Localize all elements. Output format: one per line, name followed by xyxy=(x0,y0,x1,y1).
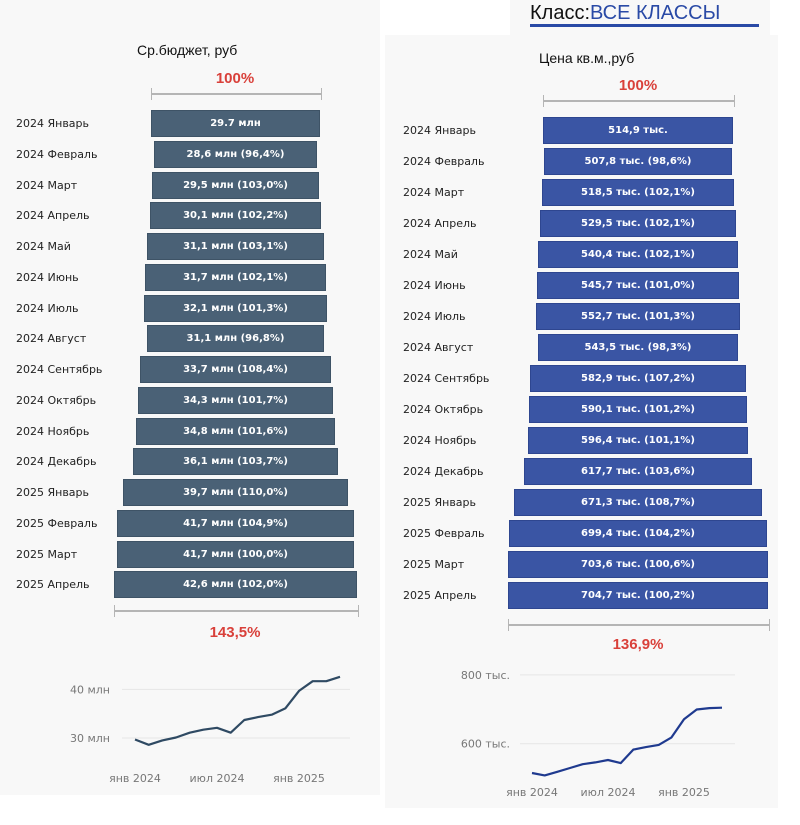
price-row-label: 2025 Февраль xyxy=(403,527,485,540)
budget-row-label: 2024 Март xyxy=(16,178,78,192)
budget-row-label: 2024 Июль xyxy=(16,301,79,315)
price-bar: 545,7 тыс. (101,0%) xyxy=(537,272,739,299)
budget-bar: 29,5 млн (103,0%) xyxy=(151,171,320,199)
price-bar: 582,9 тыс. (107,2%) xyxy=(530,365,746,392)
price-row-label: 2025 Март xyxy=(403,558,465,571)
price-bar: 552,7 тыс. (101,3%) xyxy=(536,303,740,330)
budget-bar: 31,1 млн (103,1%) xyxy=(147,233,324,260)
budget-top-percent: 100% xyxy=(215,70,255,87)
budget-line-chart: 30 млн 40 млн янв 2024 июл 2024 янв 2025 xyxy=(70,675,350,785)
budget-bar: 31,1 млн (96,8%) xyxy=(147,325,324,353)
price-bar: 699,4 тыс. (104,2%) xyxy=(508,520,768,547)
price-row-label: 2024 Январь xyxy=(403,124,477,137)
budget-bar: 32,1 млн (101,3%) xyxy=(144,294,327,322)
price-bar: 514,9 тыс. xyxy=(543,117,733,144)
budget-row-label: 2025 Февраль xyxy=(16,516,98,530)
budget-row-label: 2024 Декабрь xyxy=(16,455,97,469)
budget-bar: 41,7 млн (104,9%) xyxy=(116,509,355,537)
price-bar: 518,5 тыс. (102,1%) xyxy=(542,179,734,206)
price-x-tick-label: янв 2025 xyxy=(658,786,710,799)
price-row-label: 2024 Октябрь xyxy=(403,403,484,416)
budget-row-label: 2024 Май xyxy=(16,240,71,253)
budget-x-tick-label: июл 2024 xyxy=(190,772,245,785)
price-bar: 671,3 тыс. (108,7%) xyxy=(514,489,762,516)
budget-bar: 33,7 млн (108,4%) xyxy=(139,356,332,383)
budget-bar: 34,3 млн (101,7%) xyxy=(137,386,334,414)
budget-row-label: 2024 Август xyxy=(16,332,87,346)
price-bar: 543,5 тыс. (98,3%) xyxy=(537,334,739,361)
price-bar: 529,5 тыс. (102,1%) xyxy=(540,210,736,237)
budget-bar: 28,6 млн (96,4%) xyxy=(154,140,317,168)
price-top-bracket xyxy=(543,95,735,107)
budget-row-label: 2024 Февраль xyxy=(16,147,98,161)
price-bar: 703,6 тыс. (100,6%) xyxy=(508,551,768,578)
budget-bar: 39,7 млн (110,0%) xyxy=(122,479,349,506)
price-series-line xyxy=(531,706,723,777)
budget-bar: 36,1 млн (103,7%) xyxy=(132,448,339,476)
budget-bottom-bracket xyxy=(114,605,359,617)
budget-series-line xyxy=(134,675,341,746)
budget-bar: 41,7 млн (100,0%) xyxy=(116,540,355,568)
price-bar: 704,7 тыс. (100,2%) xyxy=(507,582,768,609)
price-row-label: 2024 Декабрь xyxy=(403,465,484,478)
price-bar: 507,8 тыс. (98,6%) xyxy=(544,148,732,175)
budget-bar: 30,1 млн (102,2%) xyxy=(149,202,322,230)
price-x-tick-label: июл 2024 xyxy=(581,786,636,799)
price-line-chart: 600 тыс. 800 тыс. янв 2024 июл 2024 янв 2025 xyxy=(461,669,735,799)
price-row-label: 2024 Март xyxy=(403,186,465,199)
price-bottom-bracket xyxy=(507,619,770,631)
budget-row-label: 2024 Июнь xyxy=(16,270,79,284)
price-y-tick-label: 800 тыс. xyxy=(461,669,510,682)
price-bar: 540,4 тыс. (102,1%) xyxy=(538,241,738,268)
price-bar: 617,7 тыс. (103,6%) xyxy=(524,458,752,485)
price-row-label: 2024 Сентябрь xyxy=(403,372,490,385)
price-row-label: 2025 Апрель xyxy=(403,589,477,602)
class-header xyxy=(510,0,770,35)
budget-title: Ср.бюджет, руб xyxy=(137,42,238,58)
class-value: ВСЕ КЛАССЫ xyxy=(590,2,721,24)
budget-row-label: 2024 Сентябрь xyxy=(16,363,103,376)
price-x-tick-label: янв 2024 xyxy=(506,786,558,799)
class-filter[interactable]: Класс:ВСЕ КЛАССЫ xyxy=(530,2,720,25)
price-bottom-percent: 136,9% xyxy=(612,636,664,653)
price-row-label: 2024 Апрель xyxy=(403,217,477,230)
price-row-label: 2025 Январь xyxy=(403,496,477,509)
price-row-label: 2024 Июнь xyxy=(403,279,466,292)
class-underline xyxy=(530,24,759,27)
price-title: Цена кв.м.,руб xyxy=(539,50,635,66)
budget-x-tick-label: янв 2024 xyxy=(109,772,161,785)
budget-row-label: 2024 Апрель xyxy=(16,209,90,223)
price-row-label: 2024 Июль xyxy=(403,310,466,323)
budget-row-label: 2025 Март xyxy=(16,547,78,561)
budget-bar: 29.7 млн xyxy=(151,110,320,137)
budget-bar: 34,8 млн (101,6%) xyxy=(136,417,335,445)
price-row-label: 2024 Май xyxy=(403,248,458,261)
price-top-percent: 100% xyxy=(618,77,658,94)
budget-row-label: 2024 Ноябрь xyxy=(16,424,90,438)
budget-bar: 42,6 млн (102,0%) xyxy=(114,571,357,599)
price-bar: 596,4 тыс. (101,1%) xyxy=(527,427,749,454)
budget-bar: 31,7 млн (102,1%) xyxy=(145,263,326,291)
budget-row-label: 2025 Январь xyxy=(16,486,90,499)
budget-row-label: 2024 Октябрь xyxy=(16,393,97,407)
budget-row-label: 2024 Январь xyxy=(16,117,90,130)
budget-bottom-percent: 143,5% xyxy=(209,624,261,641)
budget-top-bracket xyxy=(151,88,322,100)
price-row-label: 2024 Ноябрь xyxy=(403,434,477,447)
price-bar: 590,1 тыс. (101,2%) xyxy=(529,396,747,423)
price-row-label: 2024 Февраль xyxy=(403,155,485,168)
budget-y-tick-label: 30 млн xyxy=(70,732,110,745)
class-label: Класс: xyxy=(530,2,590,24)
budget-row-label: 2025 Апрель xyxy=(16,578,90,592)
price-row-label: 2024 Август xyxy=(403,341,474,354)
price-y-tick-label: 600 тыс. xyxy=(461,738,510,751)
budget-x-tick-label: янв 2025 xyxy=(273,772,325,785)
budget-y-tick-label: 40 млн xyxy=(70,683,110,696)
